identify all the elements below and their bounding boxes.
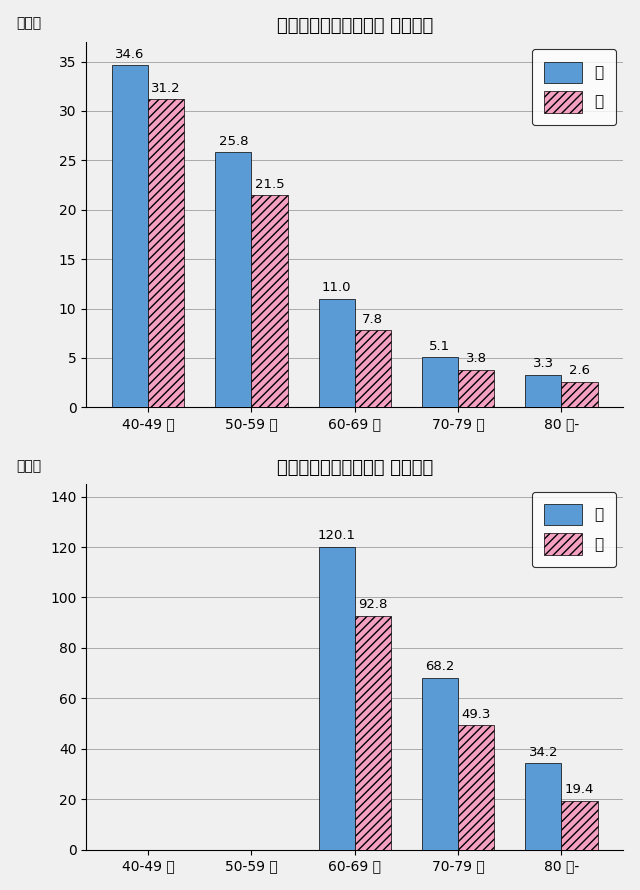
Bar — [458, 725, 494, 850]
Text: （秒）: （秒） — [17, 17, 42, 30]
Text: 120.1: 120.1 — [317, 530, 356, 542]
Text: 92.8: 92.8 — [358, 598, 387, 611]
Text: 3.8: 3.8 — [466, 352, 486, 366]
Bar — [525, 764, 561, 850]
Title: 目を閉じての片脚立ち （秒数）: 目を閉じての片脚立ち （秒数） — [276, 17, 433, 35]
Title: 目を開けての片脚立ち （秒数）: 目を開けての片脚立ち （秒数） — [276, 459, 433, 477]
Bar — [422, 677, 458, 850]
Bar — [561, 382, 598, 408]
Bar — [561, 801, 598, 850]
Bar — [422, 357, 458, 408]
Text: 5.1: 5.1 — [429, 340, 451, 352]
Bar — [525, 375, 561, 408]
Bar — [355, 330, 391, 408]
Text: 19.4: 19.4 — [564, 783, 594, 797]
Text: 2.6: 2.6 — [569, 364, 590, 377]
Text: 34.6: 34.6 — [115, 48, 145, 61]
Text: 11.0: 11.0 — [322, 281, 351, 295]
Bar — [215, 152, 252, 408]
Bar — [112, 66, 148, 408]
Text: 25.8: 25.8 — [219, 135, 248, 148]
Text: 34.2: 34.2 — [529, 746, 558, 759]
Text: 3.3: 3.3 — [532, 358, 554, 370]
Legend: 男, 女: 男, 女 — [532, 50, 616, 125]
Text: 31.2: 31.2 — [152, 82, 181, 94]
Bar — [458, 370, 494, 408]
Bar — [252, 195, 287, 408]
Bar — [355, 616, 391, 850]
Text: 68.2: 68.2 — [425, 660, 454, 673]
Text: 49.3: 49.3 — [461, 708, 491, 721]
Text: 7.8: 7.8 — [362, 313, 383, 326]
Legend: 男, 女: 男, 女 — [532, 491, 616, 567]
Text: （秒）: （秒） — [17, 459, 42, 473]
Bar — [319, 299, 355, 408]
Bar — [148, 99, 184, 408]
Text: 21.5: 21.5 — [255, 177, 284, 190]
Bar — [319, 546, 355, 850]
